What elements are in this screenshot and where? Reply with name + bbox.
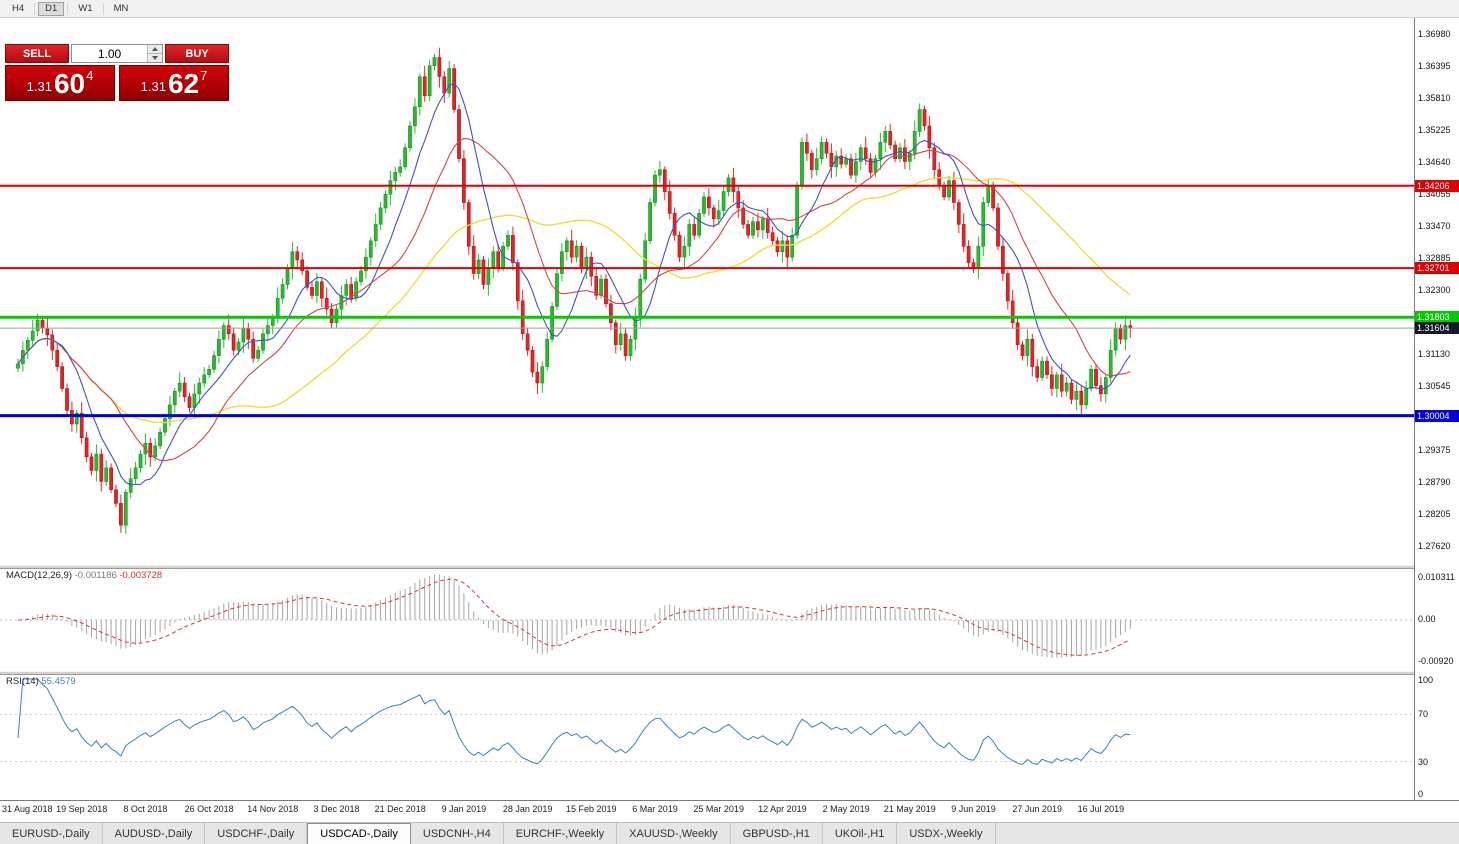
rsi-axis-label: 100 <box>1418 675 1434 685</box>
toolbar-separator <box>102 2 104 15</box>
macd-axis-label: -0.00920 <box>1418 656 1454 666</box>
level-badge-current-price: 1.31604 <box>1415 322 1459 335</box>
volume-down-button[interactable] <box>148 53 162 62</box>
price-axis-label: 1.27620 <box>1418 540 1451 551</box>
timeframe-button-h4[interactable]: H4 <box>5 2 31 16</box>
chart-tab[interactable]: XAUUSD-,Weekly <box>617 823 731 844</box>
rsi-axis-label: 0 <box>1418 789 1424 799</box>
level-badge-resistance-upper: 1.34206 <box>1415 179 1459 192</box>
price-axis-label: 1.33470 <box>1418 220 1451 231</box>
chart-tab[interactable]: UKOil-,H1 <box>822 823 898 844</box>
macd-label: MACD(12,26,9) -0.001186 -0.003728 <box>6 570 162 581</box>
price-axis-label: 1.32885 <box>1418 252 1451 263</box>
date-label: 31 Aug 2018 <box>2 804 53 814</box>
date-label: 19 Sep 2018 <box>56 804 108 814</box>
price-axis[interactable]: 1.36980 1.36395 1.35810 1.35225 1.34640 1.340… <box>1414 18 1459 800</box>
macd-signal-value: -0.003728 <box>119 570 163 581</box>
date-label: 25 Mar 2019 <box>693 804 744 814</box>
date-label: 16 Jul 2019 <box>1077 804 1125 814</box>
rsi-axis-label: 30 <box>1418 757 1429 767</box>
sell-price-pip: 4 <box>86 68 94 83</box>
price-axis-label: 1.31130 <box>1418 348 1450 359</box>
rsi-name: RSI(14) <box>6 676 39 687</box>
sell-price-display[interactable]: 1.31 60 4 <box>5 65 115 101</box>
rsi-splitter[interactable] <box>0 671 1414 675</box>
macd-main-value: -0.001186 <box>74 570 117 581</box>
price-axis-label: 1.30545 <box>1418 380 1451 391</box>
time-axis[interactable]: 31 Aug 2018 19 Sep 2018 8 Oct 2018 26 Oct 2… <box>0 800 1459 819</box>
buy-price-prefix: 1.31 <box>140 79 166 94</box>
buy-price-pip: 7 <box>200 68 208 83</box>
date-label: 9 Jan 2019 <box>441 804 487 814</box>
date-label: 12 Apr 2019 <box>758 804 807 814</box>
date-label: 9 Jun 2019 <box>951 804 996 814</box>
price-axis-label: 1.29375 <box>1418 444 1451 455</box>
level-badge-resistance-lower: 1.32701 <box>1415 262 1459 275</box>
chart-tab[interactable]: USDCHF-,Daily <box>205 823 308 844</box>
date-label: 15 Feb 2019 <box>566 804 617 814</box>
price-axis-label: 1.28790 <box>1418 476 1451 487</box>
sell-button[interactable]: SELL <box>5 44 69 63</box>
chart-tab[interactable]: USDCAD-,Daily <box>307 823 411 844</box>
timeframe-button-w1[interactable]: W1 <box>71 2 99 16</box>
date-label: 28 Jan 2019 <box>502 804 553 814</box>
chart-tab[interactable]: EURCHF-,Weekly <box>503 823 618 844</box>
chart-tab[interactable]: EURUSD-,Daily <box>0 823 103 844</box>
date-label: 21 Dec 2018 <box>374 804 426 814</box>
price-axis-label: 1.35225 <box>1418 124 1451 135</box>
macd-axis-label: 0.010311 <box>1418 572 1455 582</box>
macd-chart[interactable] <box>0 569 1414 671</box>
macd-splitter[interactable] <box>0 565 1414 569</box>
sell-price-prefix: 1.31 <box>26 79 52 94</box>
price-axis-label: 1.36395 <box>1418 60 1451 71</box>
chart-tab[interactable]: USDX-,Weekly <box>897 823 996 844</box>
rsi-axis-label: 70 <box>1418 709 1429 719</box>
volume-value[interactable]: 1.00 <box>97 46 122 61</box>
buy-price-display[interactable]: 1.31 62 7 <box>119 65 229 101</box>
price-axis-label: 1.36980 <box>1418 29 1451 39</box>
sell-price-big: 60 <box>53 68 86 100</box>
chart-tab[interactable]: AUDUSD-,Daily <box>102 823 206 844</box>
rsi-chart[interactable] <box>0 675 1414 800</box>
price-axis-label: 1.28205 <box>1418 508 1451 519</box>
rsi-label: RSI(14) 55.4579 <box>6 676 76 687</box>
volume-input[interactable]: 1.00 <box>71 44 163 63</box>
chart-tab[interactable]: GBPUSD-,H1 <box>730 823 823 844</box>
level-badge-support-blue: 1.30004 <box>1415 409 1459 422</box>
spinner-up-icon <box>152 47 158 51</box>
price-axis-label: 1.35810 <box>1418 92 1451 103</box>
volume-up-button[interactable] <box>148 45 162 53</box>
chart-tab[interactable]: USDCNH-,H4 <box>410 823 504 844</box>
date-label: 3 Dec 2018 <box>313 804 360 814</box>
toolbar-separator <box>67 2 69 15</box>
timeframe-toolbar: H4 D1 W1 MN <box>0 0 1459 18</box>
date-label: 27 Jun 2019 <box>1012 804 1062 814</box>
price-axis-label: 1.34640 <box>1418 156 1451 167</box>
date-label: 2 May 2019 <box>822 804 870 814</box>
price-chart[interactable] <box>0 18 1414 565</box>
date-label: 21 May 2019 <box>883 804 936 814</box>
toolbar-separator <box>34 2 36 15</box>
price-axis-label: 1.34055 <box>1418 188 1451 199</box>
one-click-trade-panel: SELL 1.00 BUY 1.31 60 4 1.31 62 7 <box>5 44 229 101</box>
spinner-down-icon <box>152 56 158 60</box>
macd-axis-label: 0.00 <box>1418 614 1436 624</box>
date-label: 8 Oct 2018 <box>123 804 168 814</box>
date-label: 14 Nov 2018 <box>247 804 299 814</box>
level-badge-support-green: 1.31803 <box>1415 311 1459 324</box>
buy-button[interactable]: BUY <box>165 44 229 63</box>
timeframe-button-mn[interactable]: MN <box>107 2 136 16</box>
date-label: 26 Oct 2018 <box>184 804 234 814</box>
price-axis-label: 1.32300 <box>1418 284 1451 295</box>
volume-spinner <box>147 45 162 62</box>
date-label: 6 Mar 2019 <box>632 804 678 814</box>
macd-name: MACD(12,26,9) <box>6 570 72 581</box>
buy-price-big: 62 <box>167 68 200 100</box>
rsi-value: 55.4579 <box>41 676 76 687</box>
chart-tabs: EURUSD-,Daily AUDUSD-,Daily USDCHF-,Daily U… <box>0 822 1459 844</box>
timeframe-button-d1[interactable]: D1 <box>38 1 65 16</box>
